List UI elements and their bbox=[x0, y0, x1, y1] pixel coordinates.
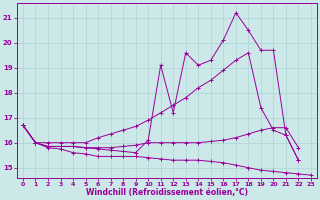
X-axis label: Windchill (Refroidissement éolien,°C): Windchill (Refroidissement éolien,°C) bbox=[86, 188, 248, 197]
